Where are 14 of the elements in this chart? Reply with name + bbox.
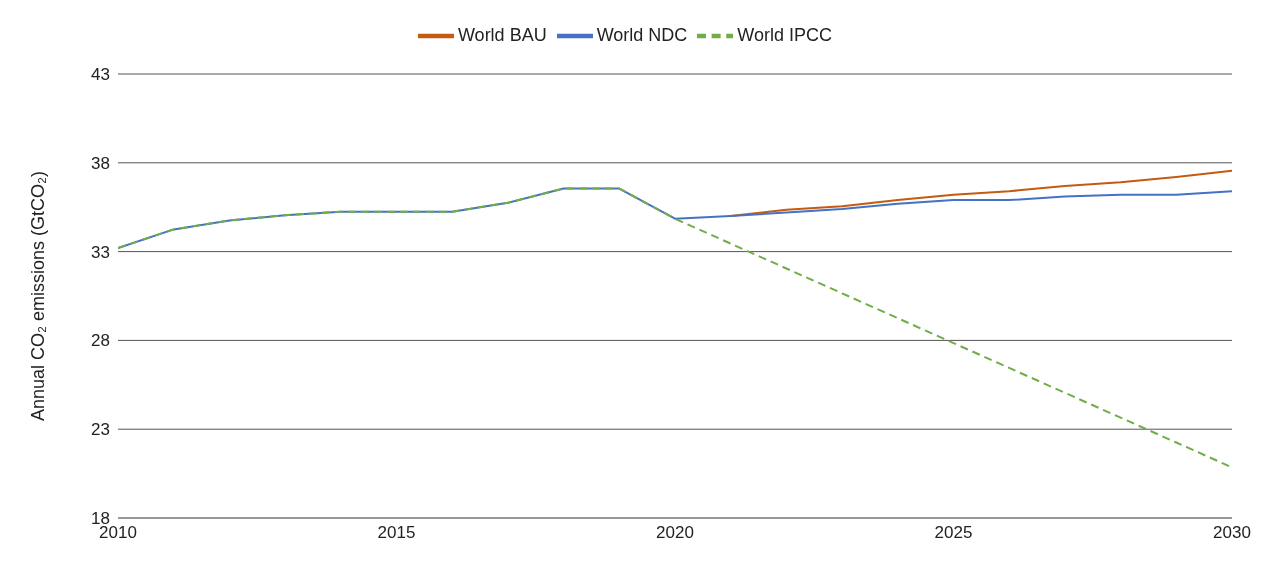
- y-tick-label: 28: [91, 331, 110, 351]
- y-tick-label: 33: [91, 242, 110, 262]
- x-tick-label: 2030: [1213, 523, 1251, 543]
- line-series: [118, 187, 1232, 469]
- y-tick-label: 23: [91, 420, 110, 440]
- legend-label: World NDC: [596, 24, 688, 45]
- y-tick-label: 43: [91, 65, 110, 85]
- x-tick-label: 2020: [656, 523, 694, 543]
- y-axis-title: Annual CO₂ emissions (GtCO₂): [28, 170, 49, 422]
- y-tick-label: 38: [91, 153, 110, 173]
- x-tick-label: 2025: [934, 523, 973, 543]
- legend-label: World BAU: [457, 24, 547, 45]
- legend-label: World IPCC: [737, 24, 833, 45]
- x-tick-label: 2015: [377, 523, 416, 543]
